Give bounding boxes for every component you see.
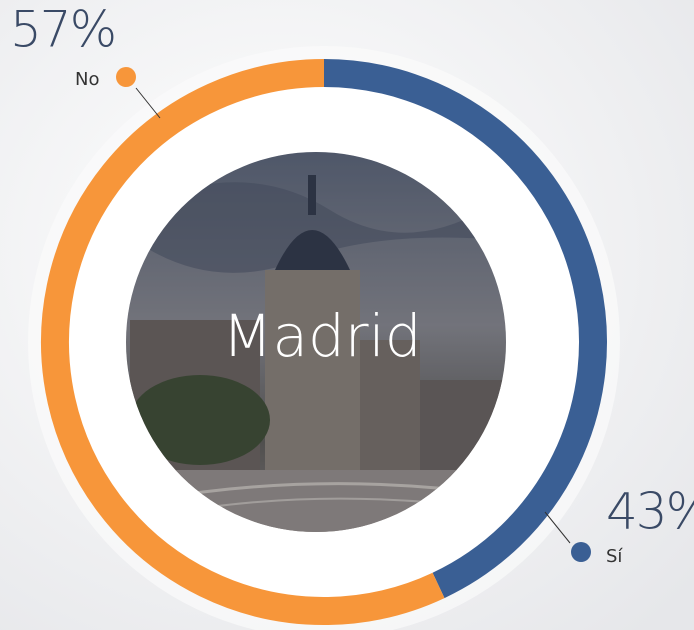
donut-segment: [41, 59, 445, 625]
leader-line: [135, 87, 161, 119]
legend-dot: [571, 542, 591, 562]
category-label: No: [75, 69, 99, 90]
value-label: 43%: [606, 483, 694, 541]
category-label: Sí: [606, 546, 623, 567]
center-label: Madrid: [222, 302, 421, 370]
leader-line: [544, 511, 571, 544]
legend-dot: [116, 67, 136, 87]
value-label: 57%: [10, 1, 115, 59]
donut-segment: [323, 59, 607, 599]
